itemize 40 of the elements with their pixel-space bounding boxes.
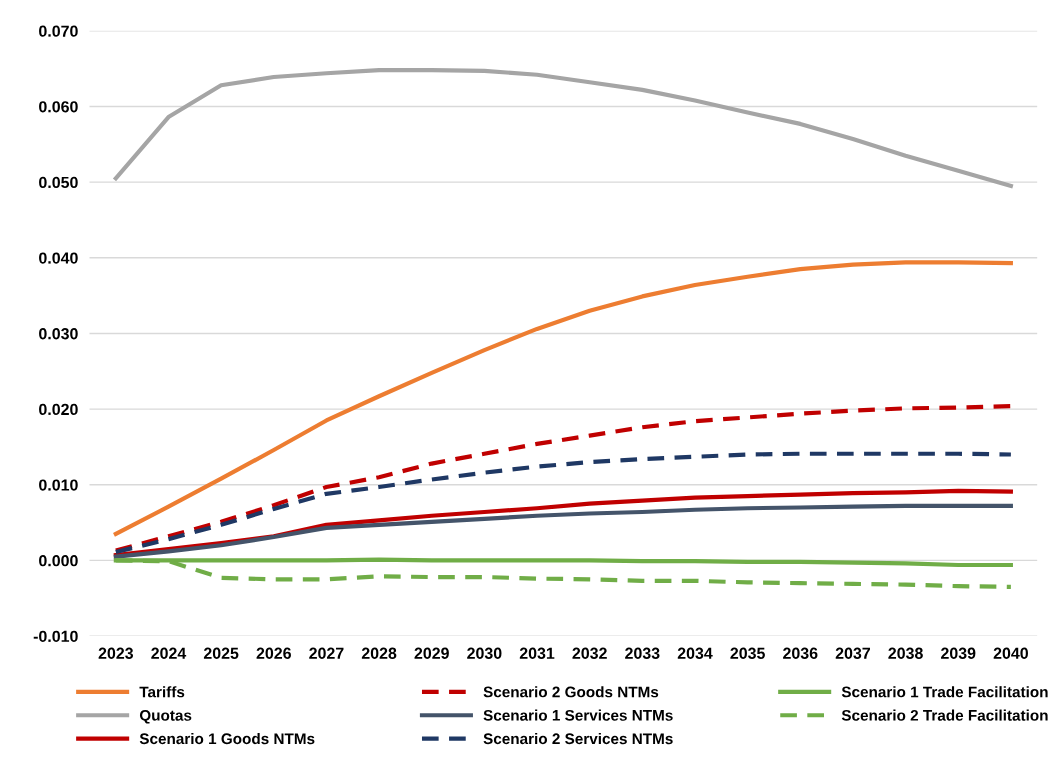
line-series <box>113 404 1013 553</box>
x-tick-label: 2033 <box>625 647 660 659</box>
legend-label: Quotas <box>139 709 192 724</box>
line-series <box>113 503 1013 559</box>
x-tick-label: 2038 <box>888 647 923 659</box>
x-tick-label: 2025 <box>203 647 239 659</box>
x-tick-label: 2034 <box>677 647 713 659</box>
y-tick-label: -0.010 <box>33 630 78 643</box>
line-series <box>113 68 1013 189</box>
legend-label: Scenario 1 Goods NTMs <box>139 732 315 745</box>
x-tick-label: 2032 <box>572 647 607 659</box>
x-tick-label: 2028 <box>361 647 397 659</box>
legend-label: Scenario 1 Trade Facilitation <box>841 686 1048 698</box>
y-tick-label: 0.040 <box>39 252 78 264</box>
y-tick-label: 0.020 <box>39 403 78 416</box>
x-tick-label: 2036 <box>783 647 818 659</box>
legend-label: Scenario 2 Goods NTMs <box>483 686 659 698</box>
y-tick-label: 0.010 <box>39 479 78 491</box>
line-series <box>113 451 1013 555</box>
y-tick-label: 0.030 <box>39 328 78 340</box>
line-series <box>113 260 1013 537</box>
x-tick-label: 2024 <box>151 647 187 659</box>
y-tick-label: 0.060 <box>39 101 78 113</box>
legend-label: Scenario 2 Services NTMs <box>483 732 673 745</box>
x-tick-label: 2031 <box>519 647 555 659</box>
x-tick-label: 2023 <box>98 647 134 659</box>
x-tick-label: 2026 <box>256 647 291 659</box>
x-tick-label: 2039 <box>941 647 976 659</box>
legend-label: Tariffs <box>139 686 185 698</box>
x-tick-label: 2040 <box>993 647 1028 659</box>
y-tick-label: 0.070 <box>39 25 78 37</box>
x-tick-label: 2035 <box>730 647 765 659</box>
legend-label: Scenario 1 Services NTMs <box>483 709 673 721</box>
x-tick-label: 2027 <box>309 647 344 659</box>
y-tick-label: 0.000 <box>39 555 78 567</box>
legend-label: Scenario 2 Trade Facilitation <box>841 709 1048 721</box>
y-tick-label: 0.050 <box>39 176 78 189</box>
x-tick-label: 2029 <box>414 647 449 659</box>
x-tick-label: 2030 <box>467 647 502 659</box>
x-tick-label: 2037 <box>835 647 870 659</box>
